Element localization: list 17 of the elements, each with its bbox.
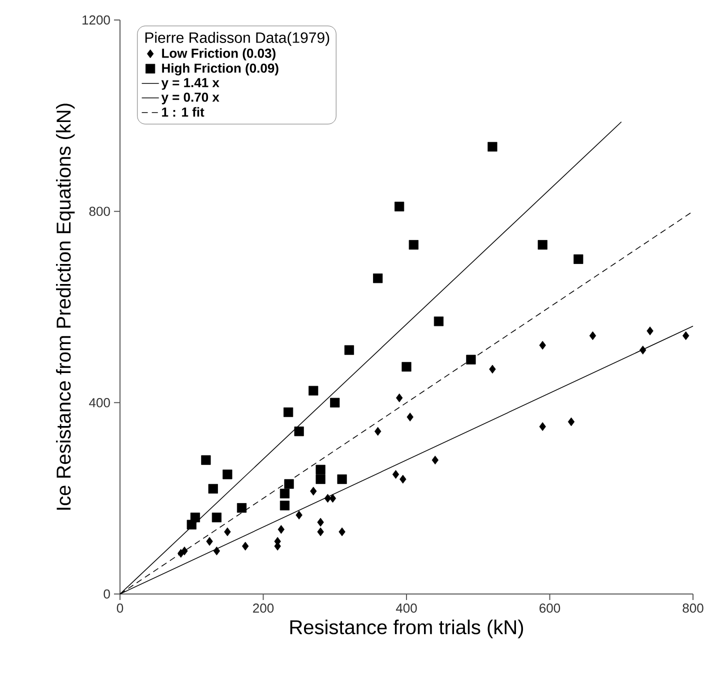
legend-label: y = 1.41 x [161,78,220,90]
x-axis-title: Resistance from trials (kN) [290,620,524,638]
y-tick-label: 0 [104,589,110,599]
legend-title: Pierre Radisson Data(1979) [145,32,330,46]
legend-label: y = 0.70 x [161,92,220,104]
legend-label: 1 : 1 fit [162,107,204,117]
legend-label: Low Friction (0.03) [162,48,276,60]
x-tick-label: 600 [540,604,560,613]
y-tick-label: 1200 [82,15,110,25]
y-tick-label: 400 [89,398,110,408]
x-tick-label: 200 [253,604,274,613]
legend-label: High Friction (0.09) [162,63,278,76]
y-tick-label: 800 [89,206,110,216]
y-axis-title: Ice Resistance from Prediction Equations (kN) [56,104,75,510]
x-tick-label: 800 [682,604,704,613]
x-tick-label: 0 [116,604,124,613]
x-tick-label: 400 [396,604,417,613]
